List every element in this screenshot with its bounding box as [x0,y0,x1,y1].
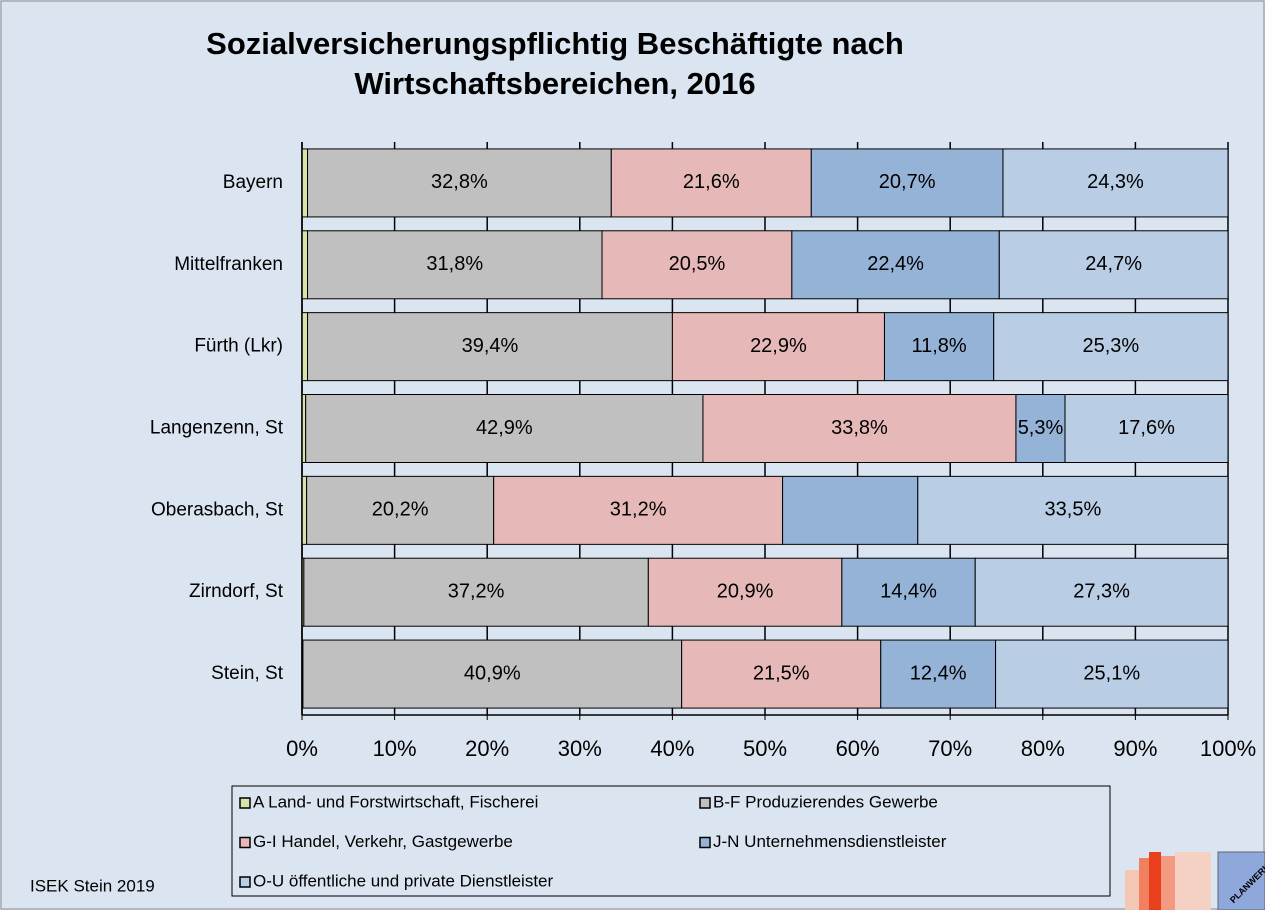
y-tick-label: Langenzenn, St [150,418,284,439]
bar-segment [305,394,704,463]
logo: PLANWERK [1125,851,1265,910]
data-label: 31,8% [426,253,483,275]
x-tick-label: 60% [836,736,880,761]
y-tick-label: Mittelfranken [174,254,283,275]
logo-bar [1125,870,1139,910]
y-tick-label: Zirndorf, St [189,581,284,602]
y-tick-label: Fürth (Lkr) [194,336,283,357]
x-tick-label: 20% [465,736,509,761]
legend-label: A Land- und Forstwirtschaft, Fischerei [253,792,538,811]
bar-segment [303,557,649,627]
x-tick-label: 80% [1021,736,1065,761]
data-label: 20,5% [669,253,726,275]
legend-box [231,785,1111,897]
data-label: 27,3% [1073,580,1130,602]
data-label: 24,3% [1087,171,1144,193]
data-label: 21,5% [753,662,810,684]
data-label: 5,3% [1018,417,1064,439]
y-tick-label: Bayern [223,172,283,193]
data-label: 22,4% [867,253,924,275]
data-label: 20,9% [717,580,774,602]
legend-label: J-N Unternehmensdienstleister [713,832,947,851]
x-tick-label: 100% [1200,736,1256,761]
bar-segment [702,394,1017,463]
bar-segment [998,230,1229,300]
bar-segment [995,639,1229,709]
legend-swatch [239,836,251,849]
x-tick-label: 30% [558,736,602,761]
bar-segment [647,557,843,627]
data-label: 32,8% [431,171,488,193]
bar-segment [306,475,495,545]
data-label: 33,8% [831,417,888,439]
logo-box [1217,851,1265,910]
bar-segment [782,475,919,545]
data-label: 39,4% [462,335,519,357]
bar-segment [791,230,1000,300]
logo-bar [1161,856,1175,910]
data-label: 42,9% [476,417,533,439]
bar-segment [917,475,1229,545]
data-label: 24,7% [1085,253,1142,275]
data-label: 20,2% [372,499,429,521]
bar-segment [1015,394,1066,463]
bar-segment [993,312,1229,382]
data-label: 21,6% [683,171,740,193]
data-label: 31,2% [610,499,667,521]
bar-segment [810,148,1004,218]
bar-segment [883,312,995,382]
y-tick-label: Stein, St [211,663,284,684]
data-label: 37,2% [448,580,505,602]
data-label: 22,9% [750,335,807,357]
legend-label: B-F Produzierendes Gewerbe [713,792,938,811]
bar-segment [974,557,1229,627]
legend-swatch [239,876,251,888]
bar-segment [307,230,603,300]
footer-note: ISEK Stein 2019 [30,876,155,895]
bar-segment [302,639,683,709]
bar-segment [307,312,673,382]
bar-segment [301,312,309,382]
bar-segment [601,230,793,300]
data-label: 40,9% [464,662,521,684]
logo-bar [1149,852,1161,910]
bar-segment [301,230,309,300]
x-tick-label: 50% [743,736,787,761]
data-label: 17,6% [1118,417,1175,439]
x-tick-label: 70% [928,736,972,761]
legend-label: O-U öffentliche und private Dienstleiste… [253,871,554,890]
data-label: 20,7% [879,171,936,193]
legend-swatch [699,797,711,809]
data-label: 14,4% [880,580,937,602]
legend-label: G-I Handel, Verkehr, Gastgewerbe [253,832,513,851]
bar-segment [301,148,309,218]
logo-bar [1175,852,1211,910]
bar-segment [1064,394,1229,463]
chart-title: Sozialversicherungspflichtig Beschäftigt… [206,26,904,101]
logo-bar [1139,858,1149,910]
bar-segment [1002,148,1229,218]
x-tick-label: 0% [286,736,318,761]
bar-segment [610,148,812,218]
data-label: 25,1% [1083,662,1140,684]
legend-swatch [699,836,711,849]
bar-segment [880,639,997,709]
data-label: 25,3% [1083,335,1140,357]
x-tick-label: 10% [373,736,417,761]
data-label: 33,5% [1045,499,1102,521]
bar-segment [493,475,784,545]
y-tick-label: Oberasbach, St [151,499,284,520]
x-tick-label: 90% [1113,736,1157,761]
legend-swatch [239,797,251,809]
data-label: 12,4% [910,662,967,684]
x-tick-label: 40% [650,736,694,761]
data-label: 11,8% [911,335,966,357]
